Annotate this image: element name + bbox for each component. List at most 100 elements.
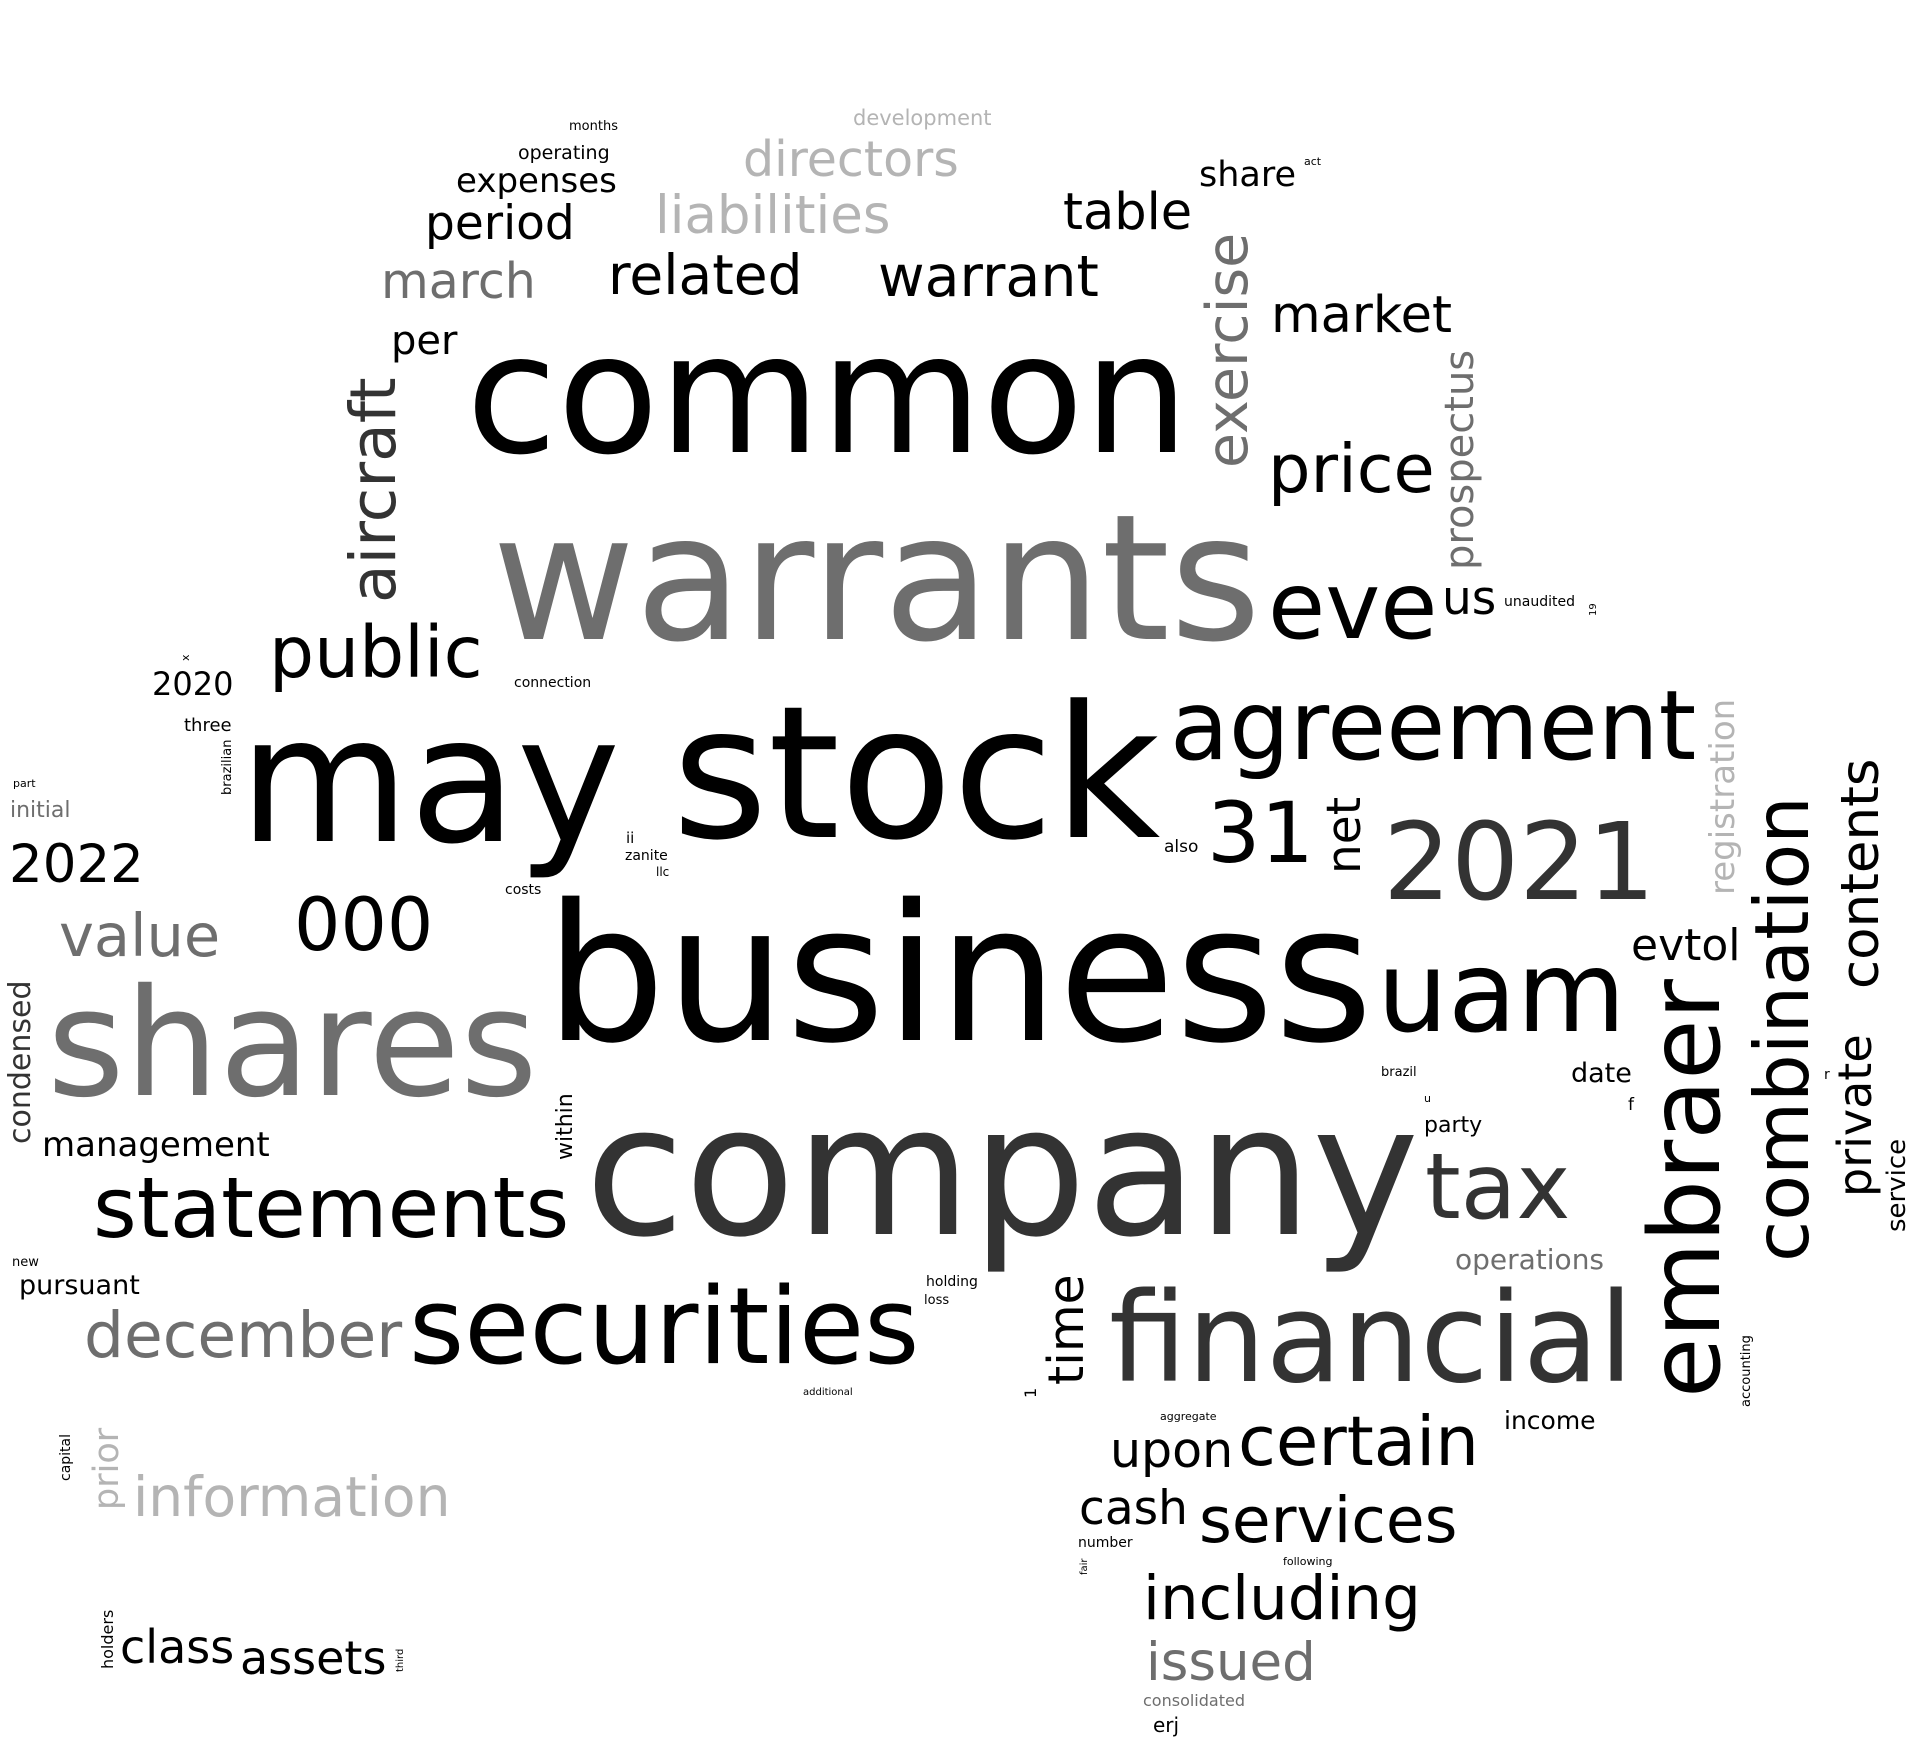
word: stock (672, 667, 1161, 881)
word: assets (240, 1631, 387, 1685)
word: 31 (1207, 784, 1314, 882)
word: condensed (3, 980, 38, 1144)
word: additional (803, 1387, 853, 1398)
word: uam (1377, 928, 1626, 1058)
word: 2022 (9, 834, 144, 895)
word: 000 (294, 883, 434, 968)
word: aircraft (337, 377, 410, 603)
word: upon (1110, 1422, 1234, 1479)
word: 19 (1588, 603, 1599, 616)
word: fair (1079, 1558, 1090, 1575)
word: initial (10, 798, 71, 823)
word: value (59, 901, 221, 970)
word: evtol (1631, 920, 1741, 971)
word: pursuant (19, 1270, 140, 1301)
word: llc (656, 865, 670, 879)
word: number (1078, 1535, 1133, 1551)
word: capital (58, 1433, 74, 1481)
word: act (1304, 155, 1322, 168)
word: loss (924, 1293, 950, 1308)
word: three (184, 715, 232, 736)
word: r (1824, 1067, 1830, 1083)
word: december (84, 1299, 403, 1372)
word: within (553, 1093, 578, 1160)
word: development (853, 106, 992, 130)
word: 1 (1021, 1387, 1040, 1398)
word: common (466, 299, 1190, 492)
word: f (1628, 1095, 1634, 1115)
word: new (12, 1255, 39, 1270)
word: market (1271, 286, 1452, 345)
word: date (1571, 1058, 1632, 1089)
word: brazil (1381, 1065, 1417, 1080)
word: net (1317, 796, 1372, 874)
word: us (1442, 571, 1497, 626)
word: including (1143, 1563, 1421, 1634)
word: also (1164, 837, 1199, 857)
word: securities (409, 1265, 920, 1388)
word: operating (518, 142, 610, 164)
word: brazilian (220, 739, 235, 795)
word: liabilities (655, 185, 891, 246)
car-body-outline (0, 97, 1915, 1752)
word: holding (926, 1274, 978, 1290)
word: zanite (625, 848, 668, 864)
word: 2020 (152, 665, 234, 703)
word: u (1424, 1092, 1431, 1105)
word: price (1268, 430, 1435, 508)
word: expenses (456, 161, 617, 201)
word: private (1828, 1034, 1882, 1197)
word: issued (1146, 1632, 1316, 1693)
word: march (381, 253, 536, 310)
word: services (1199, 1484, 1458, 1557)
word: statements (93, 1159, 570, 1257)
word: months (569, 119, 618, 134)
word: eve (1268, 552, 1438, 660)
word: share (1199, 155, 1297, 195)
word: combination (1738, 796, 1826, 1262)
word: part (13, 777, 36, 790)
word: operations (1455, 1243, 1605, 1276)
word: may (239, 680, 621, 883)
word: accounting (1739, 1335, 1754, 1407)
word: aggregate (1160, 1410, 1217, 1423)
word: embraer (1629, 979, 1743, 1398)
word: class (120, 1620, 235, 1674)
word: consolidated (1143, 1691, 1245, 1710)
word: contents (1830, 758, 1891, 989)
word: company (585, 1066, 1420, 1277)
word: tax (1425, 1135, 1571, 1240)
word: prospectus (1437, 349, 1483, 570)
word: unaudited (1504, 594, 1575, 610)
word: business (545, 864, 1374, 1085)
word: x (179, 654, 192, 661)
word: income (1504, 1406, 1596, 1435)
word: warrants (492, 478, 1262, 681)
word: shares (47, 958, 538, 1131)
word: management (42, 1125, 270, 1165)
word: 2021 (1383, 801, 1656, 925)
word: period (425, 196, 575, 251)
word: following (1283, 1555, 1333, 1568)
word: certain (1238, 1402, 1479, 1482)
word: holders (98, 1609, 117, 1669)
word: warrant (878, 244, 1099, 310)
word: time (1038, 1274, 1095, 1385)
word: third (395, 1648, 406, 1672)
word: connection (514, 675, 592, 691)
word: public (269, 611, 483, 694)
word: cash (1079, 1481, 1188, 1536)
word: per (391, 318, 458, 364)
word: agreement (1170, 670, 1697, 782)
word: related (608, 243, 803, 307)
word: party (1424, 1113, 1483, 1138)
word: registration (1703, 698, 1743, 895)
word: information (133, 1465, 451, 1529)
word: prior (87, 1427, 127, 1510)
word: directors (743, 131, 959, 188)
word: table (1063, 183, 1193, 242)
word: ii (626, 829, 635, 847)
word: financial (1109, 1267, 1634, 1411)
word: costs (505, 882, 542, 898)
